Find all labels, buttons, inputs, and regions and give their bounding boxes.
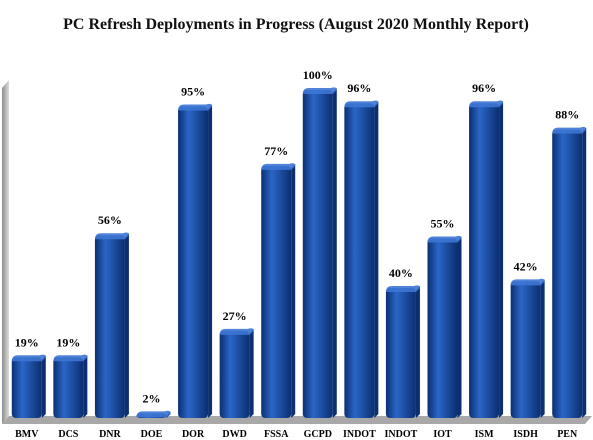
data-label: 96%	[472, 81, 496, 95]
bar-body	[261, 165, 292, 418]
x-tick-label: INDOT	[385, 429, 418, 440]
chart-left-wall	[2, 80, 9, 424]
bar-top	[53, 354, 88, 362]
bar-top	[136, 410, 171, 418]
data-label: 77%	[264, 144, 288, 158]
bar-body	[53, 357, 84, 418]
bar-top	[94, 232, 129, 240]
x-tick-label: PEN	[557, 429, 578, 440]
data-label: 100%	[303, 68, 333, 82]
x-tick-label: ISDH	[513, 429, 538, 440]
bar-top	[261, 163, 296, 170]
x-tick-label: DOE	[141, 429, 163, 440]
chart-title: PC Refresh Deployments in Progress (Augu…	[63, 16, 529, 33]
x-tick-label: DWD	[222, 429, 246, 440]
bar-top	[469, 100, 504, 108]
data-label: 27%	[223, 309, 247, 323]
bar-body	[385, 288, 416, 418]
bar	[178, 103, 213, 418]
bar-side	[582, 127, 587, 418]
bar-body	[427, 238, 458, 418]
bar	[427, 235, 462, 418]
bar-body	[219, 330, 250, 418]
x-tick-label: ISM	[475, 429, 494, 440]
x-tick-label: INDOT	[343, 429, 376, 440]
bar	[219, 328, 254, 418]
x-tick-label: FSSA	[264, 429, 289, 440]
bar-side	[249, 328, 254, 418]
x-tick-label: GCPD	[304, 429, 332, 440]
data-label: 2%	[143, 391, 161, 405]
bar-top	[178, 103, 213, 111]
bar-side	[208, 104, 213, 418]
bar-top	[219, 328, 254, 335]
bar-side	[83, 355, 88, 418]
bar-side	[457, 236, 462, 418]
data-label: 88%	[555, 108, 579, 122]
bar	[94, 232, 129, 418]
x-axis-tick-labels: BMV DCS DNR DOE DOR DWD FSSA GCPD INDOT INDOT IOT I…	[15, 429, 578, 440]
bar-top	[302, 87, 337, 94]
data-label: 95%	[181, 85, 205, 99]
bar	[510, 278, 545, 418]
bar-body	[302, 90, 333, 418]
bar	[469, 100, 504, 418]
bars-group	[11, 87, 587, 418]
bar-side	[291, 163, 296, 418]
bar	[302, 87, 337, 418]
x-tick-label: DCS	[58, 429, 78, 440]
bar	[552, 126, 587, 418]
data-label: 40%	[389, 266, 413, 280]
chart-floor	[2, 416, 592, 424]
bar	[344, 100, 379, 418]
bar-top	[11, 354, 46, 362]
bar-top	[385, 285, 420, 292]
x-tick-label: BMV	[15, 429, 39, 440]
bar-side	[499, 101, 504, 418]
bar-body	[94, 235, 125, 418]
bar-top	[427, 235, 462, 243]
bar-side	[124, 233, 129, 418]
bar-body	[178, 106, 209, 418]
data-label: 55%	[431, 217, 455, 231]
bar-top	[510, 278, 545, 286]
bar	[11, 354, 46, 418]
bar-body	[11, 357, 42, 418]
data-label: 56%	[98, 213, 122, 227]
data-label: 42%	[514, 259, 538, 273]
bar	[261, 163, 296, 418]
bar	[53, 354, 88, 418]
data-label: 19%	[56, 335, 80, 349]
bar-body	[469, 103, 500, 418]
bar	[385, 285, 420, 418]
bar-side	[374, 101, 379, 418]
data-labels-group: 19% 19% 56% 2% 95% 27% 77% 100% 96% 40% 55% 96% 42% 8…	[15, 68, 579, 405]
bar	[136, 410, 171, 418]
bar-side	[332, 88, 337, 418]
x-tick-label: DOR	[182, 429, 205, 440]
bar-top	[344, 100, 379, 108]
bar-side	[540, 279, 545, 418]
bar-body	[552, 129, 583, 418]
bar-top	[552, 126, 587, 134]
data-label: 19%	[15, 335, 39, 349]
bar-side	[415, 286, 420, 418]
bar-side	[41, 355, 46, 418]
x-tick-label: IOT	[433, 429, 452, 440]
x-tick-label: DNR	[99, 429, 121, 440]
bar-body	[510, 281, 541, 418]
data-label: 96%	[347, 81, 371, 95]
bar-body	[344, 103, 375, 418]
